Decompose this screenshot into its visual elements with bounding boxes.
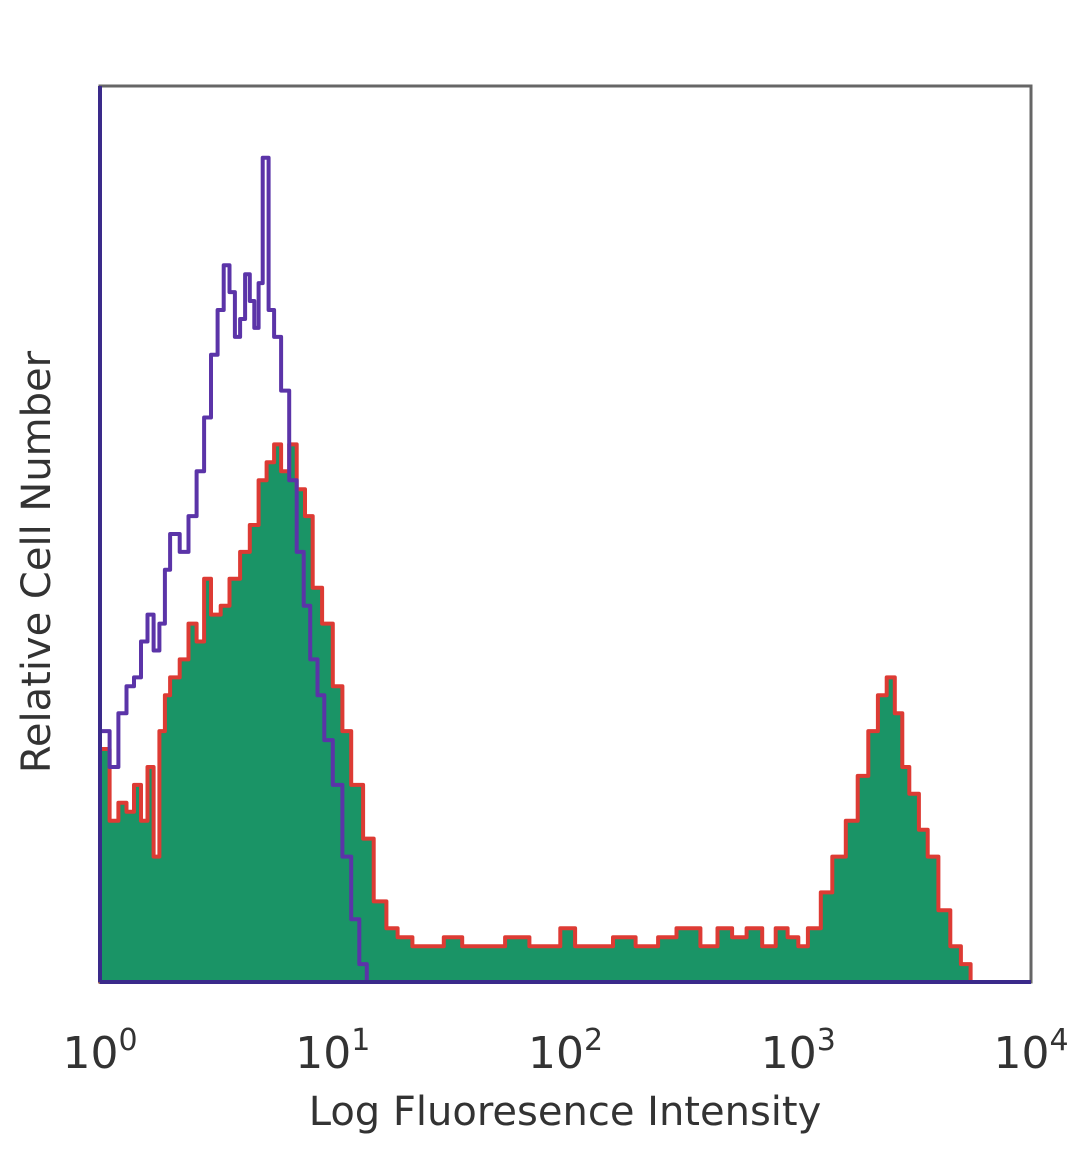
- x-tick-label: 104: [993, 1023, 1068, 1079]
- outline-histogram-series: [98, 155, 369, 982]
- x-tick-label: 102: [528, 1023, 603, 1079]
- x-tick-exponent: 3: [817, 1023, 836, 1058]
- x-tick-base: 10: [761, 1028, 817, 1079]
- x-tick-label: 103: [761, 1023, 836, 1079]
- x-tick-label: 101: [295, 1023, 370, 1079]
- x-tick-base: 10: [295, 1028, 351, 1079]
- y-axis-label: Relative Cell Number: [14, 350, 60, 773]
- x-tick-base: 10: [528, 1028, 584, 1079]
- series-layer: [98, 155, 973, 984]
- x-tick-exponent: 2: [584, 1023, 603, 1058]
- x-tick-base: 10: [62, 1028, 118, 1079]
- x-tick-exponent: 1: [351, 1023, 370, 1058]
- x-axis-label: Log Fluoresence Intensity: [309, 1089, 822, 1135]
- x-tick-label: 100: [62, 1023, 137, 1079]
- x-tick-base: 10: [993, 1028, 1049, 1079]
- x-tick-exponent: 0: [118, 1023, 137, 1058]
- x-tick-labels: 100 101 102 103 104: [62, 1023, 1068, 1079]
- filled-histogram-series: [98, 442, 973, 984]
- x-tick-exponent: 4: [1049, 1023, 1068, 1058]
